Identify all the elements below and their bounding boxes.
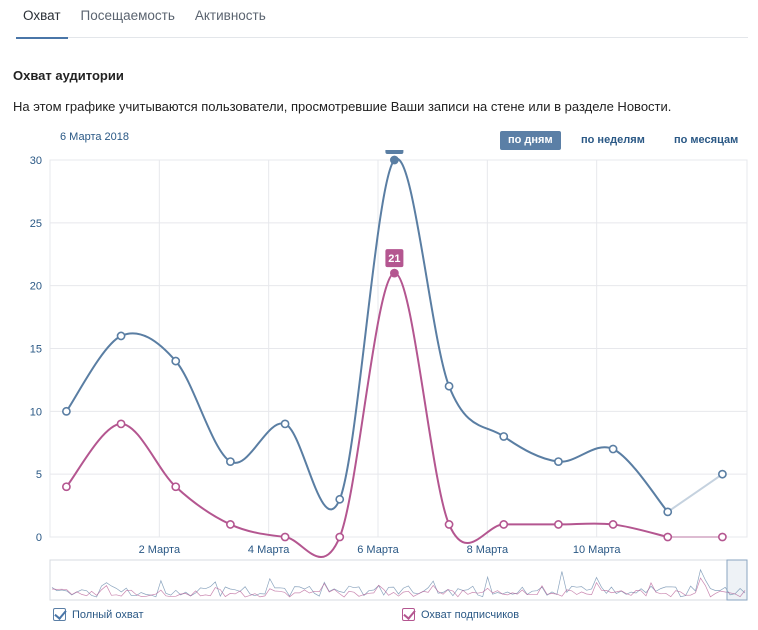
data-point-subscribers-reach [389, 268, 399, 278]
tab-activity[interactable]: Активность [194, 8, 266, 23]
y-tick-label: 20 [30, 281, 42, 293]
data-point-total-reach [663, 507, 673, 517]
data-point-subscribers-reach [280, 532, 290, 542]
y-tick-label: 0 [36, 532, 42, 544]
data-point-total-reach [171, 356, 181, 366]
legend-subscribers-checkbox[interactable] [402, 608, 415, 621]
reach-chart[interactable]: 0 5 10 15 20 25 30 2 Марта 4 Марта 6 Марта 8 Марта… [0, 150, 758, 605]
y-tick-label: 5 [36, 469, 42, 481]
data-point-subscribers-reach [225, 520, 235, 529]
overview-series-line [51, 568, 746, 598]
data-point-subscribers-reach [62, 482, 71, 492]
x-tick-label: 10 Марта [573, 544, 621, 556]
data-point-subscribers-reach [499, 520, 509, 529]
tab-reach[interactable]: Охват [16, 0, 68, 39]
legend-subscribers-label: Охват подписчиков [421, 608, 520, 621]
y-tick-label: 10 [30, 406, 42, 418]
series-line-total-reach [65, 157, 669, 513]
overview-selection-window[interactable] [726, 559, 748, 601]
y-tick-label: 15 [30, 344, 42, 356]
section-description: На этом графике учитываются пользователи… [13, 99, 672, 114]
data-point-subscribers-reach [554, 520, 563, 529]
data-point-total-reach [608, 444, 618, 454]
data-point-total-reach [718, 469, 727, 479]
x-tick-label: 8 Марта [467, 544, 509, 556]
x-tick-label: 6 Марта [357, 544, 399, 556]
data-point-subscribers-reach [335, 532, 345, 542]
period-weeks-button[interactable]: по неделям [581, 134, 645, 146]
period-days-button[interactable]: по дням [500, 131, 561, 150]
legend-subscribers-reach[interactable]: Охват подписчиков [402, 608, 519, 621]
data-point-total-reach [225, 457, 235, 466]
data-point-total-reach [499, 432, 509, 441]
value-badge-subscribers-reach [385, 249, 404, 268]
period-months-button[interactable]: по месяцам [674, 134, 739, 146]
data-point-subscribers-reach [116, 419, 126, 429]
tab-bar: Охват Посещаемость Активность [16, 0, 748, 39]
y-tick-label: 30 [30, 155, 42, 167]
data-point-subscribers-reach [608, 520, 618, 529]
section-title: Охват аудитории [13, 68, 124, 83]
data-point-total-reach [280, 419, 290, 429]
x-tick-label: 4 Марта [248, 544, 290, 556]
tab-attendance[interactable]: Посещаемость [80, 8, 175, 23]
data-point-total-reach [335, 494, 345, 504]
selected-date-label: 6 Марта 2018 [60, 131, 130, 143]
data-point-total-reach [554, 457, 563, 466]
x-tick-label: 2 Марта [139, 544, 181, 556]
data-point-total-reach [444, 381, 454, 391]
legend-total-reach[interactable]: Полный охват [53, 608, 144, 621]
overview-series-line [51, 577, 746, 598]
data-point-subscribers-reach [444, 520, 454, 529]
value-badge-text-total-reach: 30 [388, 150, 400, 152]
value-badge-total-reach [385, 150, 404, 154]
data-point-total-reach [389, 155, 399, 165]
data-point-subscribers-reach [171, 482, 181, 492]
data-point-subscribers-reach [663, 532, 673, 542]
legend-total-checkbox[interactable] [53, 608, 66, 621]
data-point-subscribers-reach [718, 532, 727, 542]
data-point-total-reach [62, 406, 71, 416]
data-point-total-reach [116, 331, 126, 341]
legend-total-label: Полный охват [72, 608, 144, 621]
y-tick-label: 25 [30, 218, 42, 230]
value-badge-text-subscribers-reach: 21 [388, 253, 400, 265]
